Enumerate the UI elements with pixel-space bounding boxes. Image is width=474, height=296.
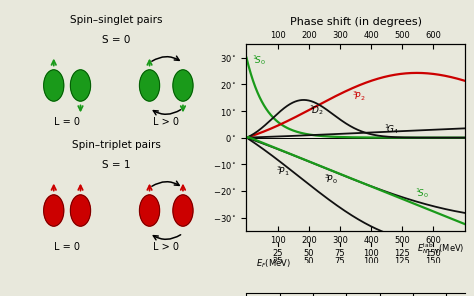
Text: 150: 150 [426,249,441,258]
Text: L > 0: L > 0 [153,118,179,127]
Text: Spin–triplet pairs: Spin–triplet pairs [72,140,161,150]
Text: 25: 25 [273,257,283,266]
Text: S = 1: S = 1 [102,160,130,170]
Text: 50: 50 [303,249,314,258]
Ellipse shape [139,195,160,226]
Text: $^1\!S_0$: $^1\!S_0$ [415,186,429,200]
Ellipse shape [173,195,193,226]
Text: Spin–singlet pairs: Spin–singlet pairs [70,15,163,25]
Text: $^1\!D_2$: $^1\!D_2$ [309,103,324,117]
Text: 75: 75 [335,257,345,266]
Text: 100: 100 [363,249,379,258]
Ellipse shape [71,70,91,101]
Text: 100: 100 [363,257,379,266]
Text: L = 0: L = 0 [54,118,80,127]
Text: L > 0: L > 0 [153,242,179,252]
Ellipse shape [44,195,64,226]
Text: 25: 25 [273,249,283,258]
Text: $^3\!P_1$: $^3\!P_1$ [276,165,290,178]
Text: 125: 125 [394,249,410,258]
Text: $^3\!P_0$: $^3\!P_0$ [324,173,338,186]
Text: L = 0: L = 0 [54,242,80,252]
Text: S = 0: S = 0 [102,35,130,45]
Text: 75: 75 [335,249,345,258]
Text: 50: 50 [303,257,314,266]
Ellipse shape [139,70,160,101]
Ellipse shape [173,70,193,101]
Text: 125: 125 [394,257,410,266]
Ellipse shape [44,70,64,101]
Text: $E_{N-N}^{\rm lab}$(MeV): $E_{N-N}^{\rm lab}$(MeV) [417,242,465,256]
Title: Phase shift (in degrees): Phase shift (in degrees) [290,17,421,27]
Text: $E_F$(MeV): $E_F$(MeV) [256,258,291,270]
Text: $^1\!S_0$: $^1\!S_0$ [252,53,266,67]
Text: 150: 150 [426,257,441,266]
Ellipse shape [71,195,91,226]
Text: $^1\!G_4$: $^1\!G_4$ [383,122,399,136]
Text: $^3\!P_2$: $^3\!P_2$ [352,89,366,102]
